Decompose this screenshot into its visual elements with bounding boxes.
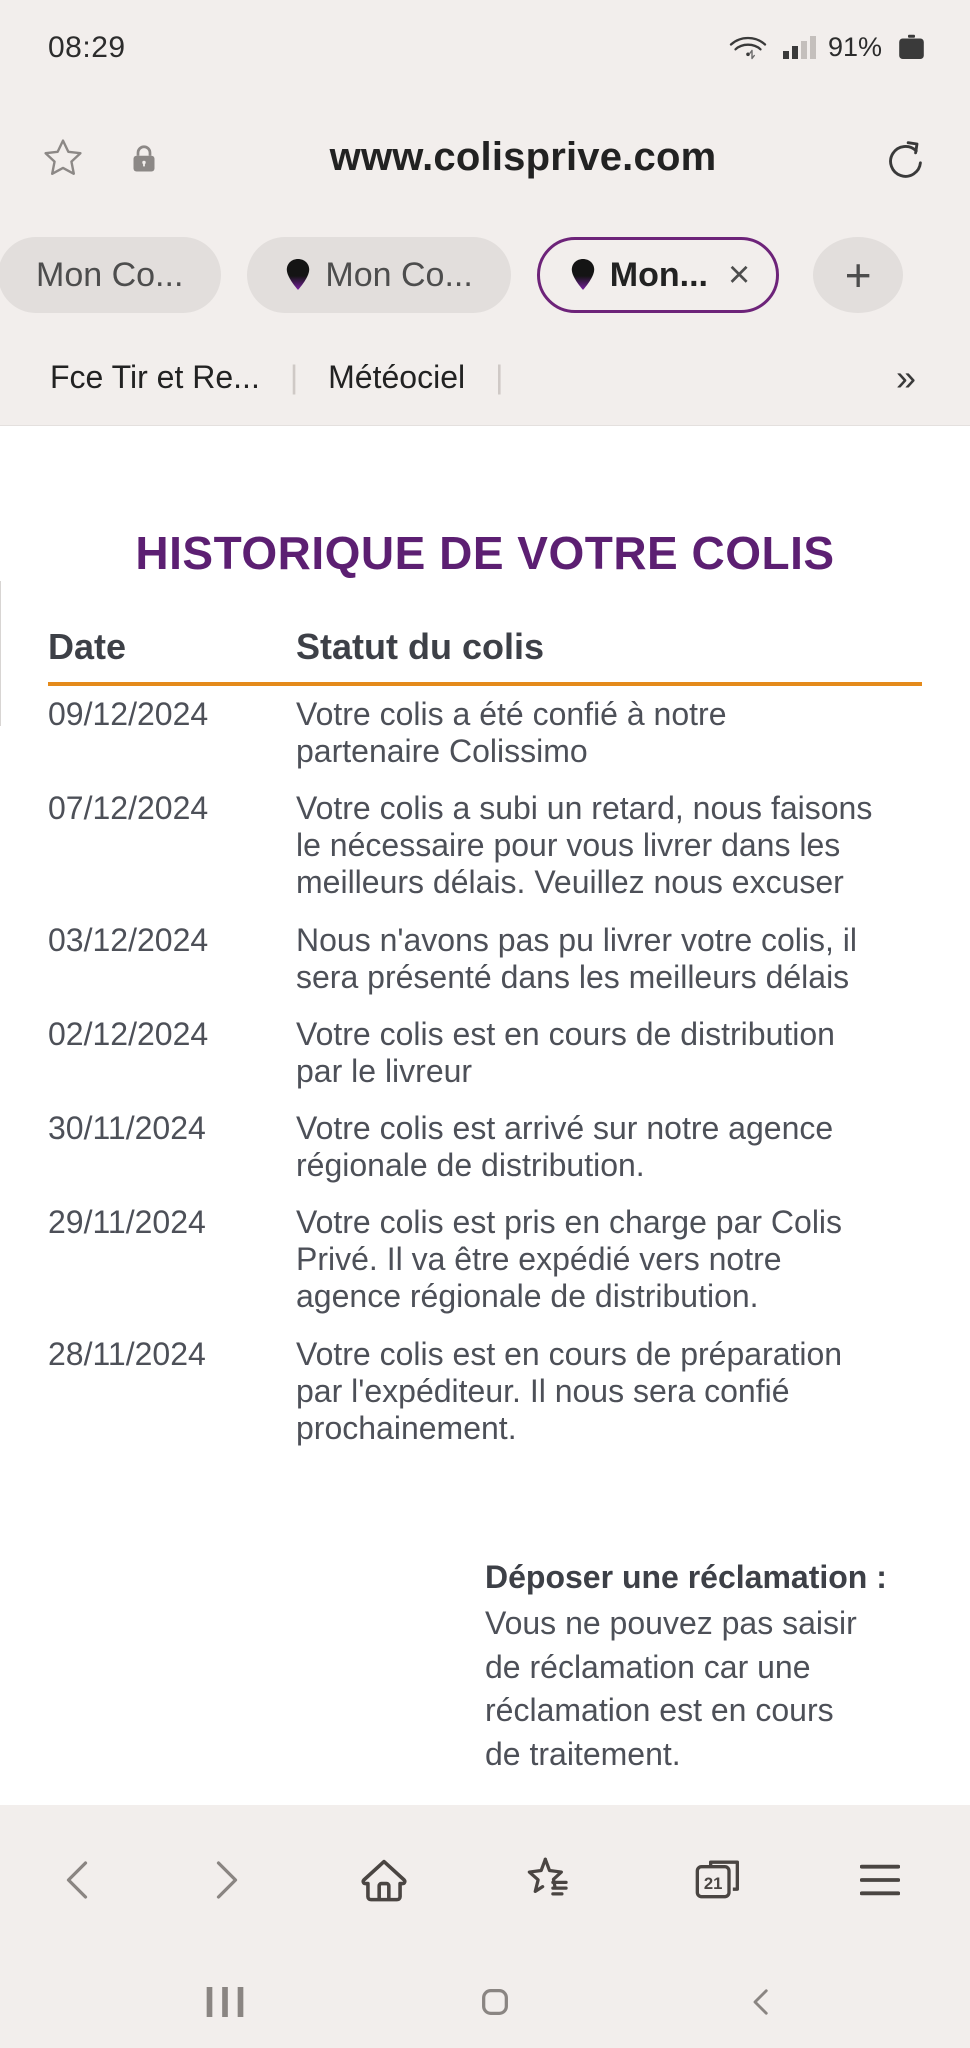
svg-text:21: 21 bbox=[704, 1874, 723, 1893]
